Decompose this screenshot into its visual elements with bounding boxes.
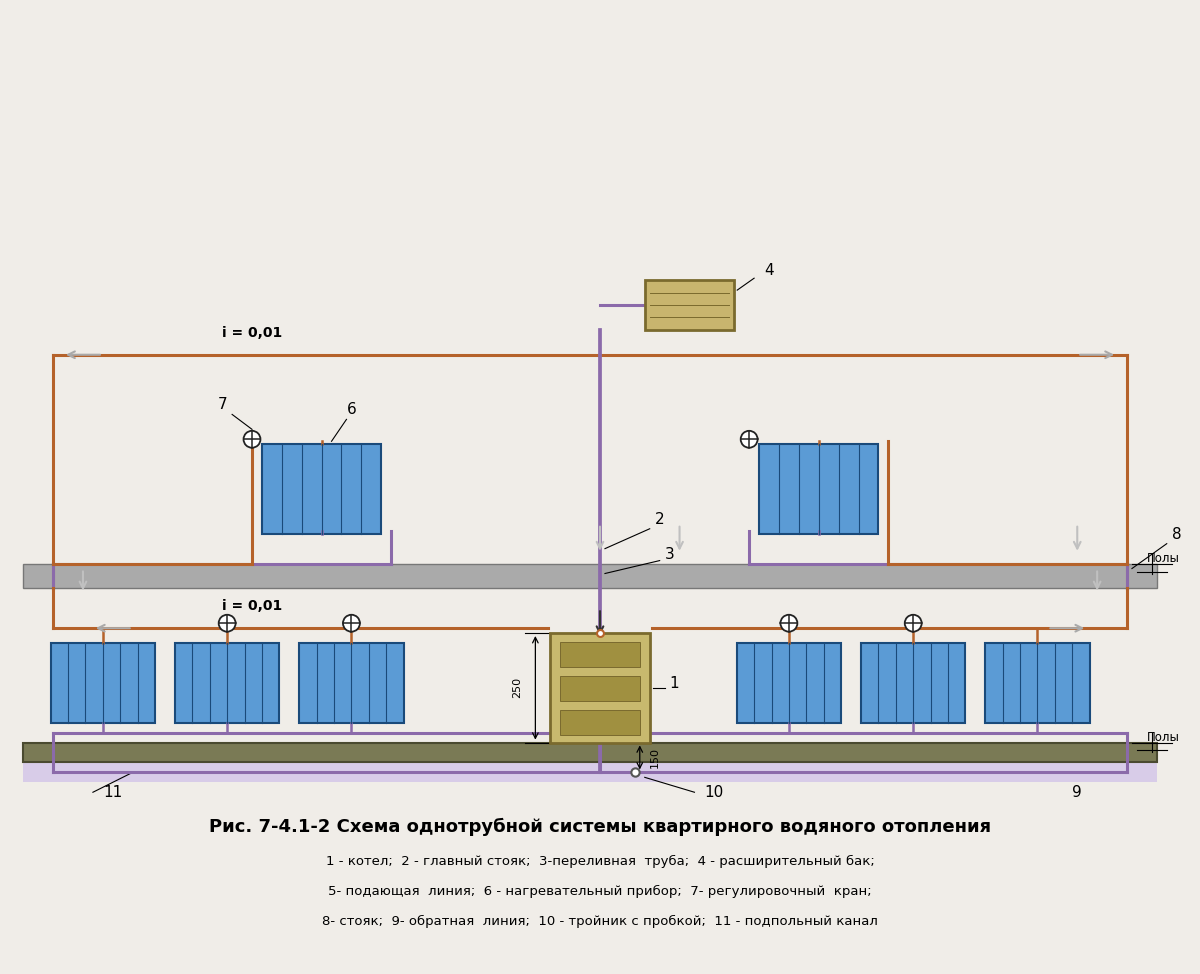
Text: i = 0,01: i = 0,01: [222, 326, 282, 340]
Bar: [560, 676, 640, 700]
Bar: [262, 444, 382, 534]
Text: 250: 250: [512, 677, 522, 698]
Text: 4: 4: [764, 263, 774, 279]
Text: i = 0,01: i = 0,01: [222, 599, 282, 614]
Bar: [299, 643, 403, 723]
Bar: [862, 643, 966, 723]
Bar: [644, 281, 734, 330]
Text: Полы: Полы: [1147, 552, 1180, 565]
Circle shape: [780, 615, 797, 632]
Bar: [985, 643, 1090, 723]
Text: 10: 10: [704, 785, 724, 801]
Bar: [50, 643, 155, 723]
Bar: [760, 444, 878, 534]
Text: 6: 6: [347, 402, 356, 418]
Text: Полы: Полы: [1147, 731, 1180, 744]
Circle shape: [244, 431, 260, 448]
Circle shape: [343, 615, 360, 632]
Text: 8- стояк;  9- обратная  линия;  10 - тройник с пробкой;  11 - подпольный канал: 8- стояк; 9- обратная линия; 10 - тройни…: [322, 915, 878, 928]
Bar: [560, 710, 640, 734]
Bar: [23, 763, 1157, 782]
Text: 150: 150: [649, 747, 660, 768]
Text: 8: 8: [1172, 527, 1182, 542]
Bar: [551, 633, 649, 742]
Bar: [737, 643, 841, 723]
Text: 1: 1: [670, 676, 679, 691]
Bar: [23, 564, 1157, 588]
Text: Рис. 7-4.1-2 Схема однотрубной системы квартирного водяного отопления: Рис. 7-4.1-2 Схема однотрубной системы к…: [209, 818, 991, 836]
Text: 5- подающая  линия;  6 - нагревательный прибор;  7- регулировочный  кран;: 5- подающая линия; 6 - нагревательный пр…: [328, 885, 872, 898]
Text: 2: 2: [655, 511, 665, 527]
Bar: [560, 642, 640, 667]
Circle shape: [905, 615, 922, 632]
Circle shape: [218, 615, 235, 632]
Bar: [175, 643, 280, 723]
Text: 7: 7: [217, 397, 227, 412]
Text: 1 - котел;  2 - главный стояк;  3-переливная  труба;  4 - расширительный бак;: 1 - котел; 2 - главный стояк; 3-переливн…: [325, 855, 875, 869]
Bar: [23, 742, 1157, 763]
Circle shape: [740, 431, 757, 448]
Text: 3: 3: [665, 546, 674, 562]
Text: 11: 11: [103, 785, 122, 801]
Text: 9: 9: [1073, 785, 1082, 801]
